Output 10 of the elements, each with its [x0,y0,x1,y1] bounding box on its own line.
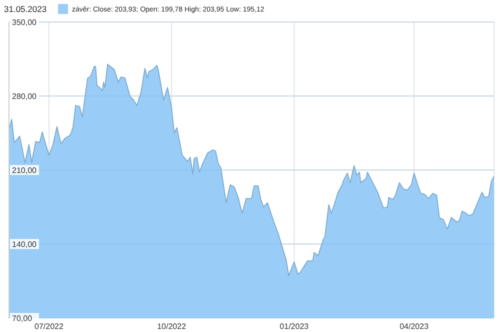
y-tick-label: 210,00 [12,166,38,175]
y-tick-label: 70,00 [12,314,33,323]
y-tick-label: 140,00 [12,240,38,249]
chart-title: 31.05.2023 [4,4,47,14]
x-tick-label: 10/2022 [157,322,187,331]
x-tick-label: 04/2023 [400,322,430,331]
x-tick-label: 07/2022 [34,322,64,331]
x-tick-label: 01/2023 [280,322,310,331]
y-tick-label: 350,00 [12,18,38,27]
y-tick-label: 280,00 [12,92,38,101]
